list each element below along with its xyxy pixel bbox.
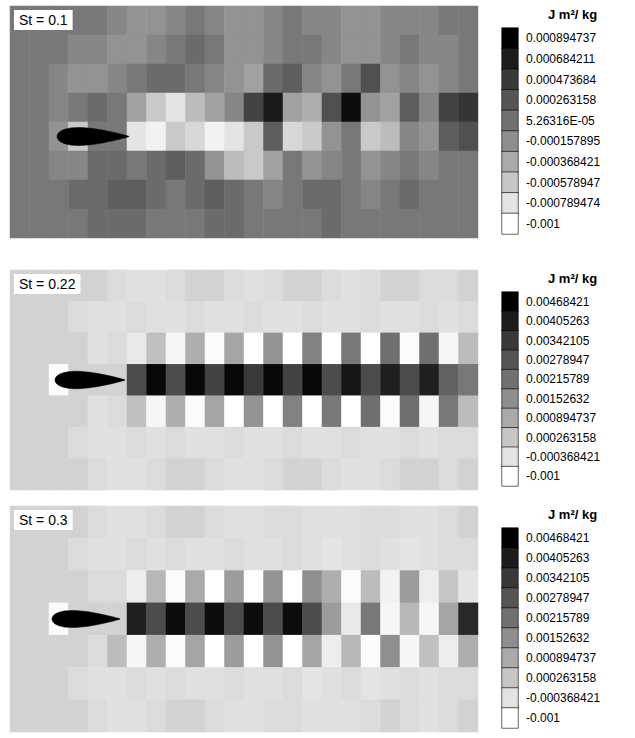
svg-text:0.000473684: 0.000473684 bbox=[526, 73, 596, 87]
svg-text:-0.001: -0.001 bbox=[526, 469, 560, 483]
svg-text:0.000894737: 0.000894737 bbox=[526, 31, 596, 45]
svg-text:0.00468421: 0.00468421 bbox=[526, 295, 590, 309]
svg-text:0.00278947: 0.00278947 bbox=[526, 591, 590, 605]
svg-text:0.00405263: 0.00405263 bbox=[526, 314, 590, 328]
svg-text:-0.000789474: -0.000789474 bbox=[526, 196, 600, 210]
svg-text:0.000263158: 0.000263158 bbox=[526, 93, 596, 107]
svg-text:St = 0.1: St = 0.1 bbox=[19, 12, 68, 28]
svg-text:-0.000368421: -0.000368421 bbox=[526, 450, 600, 464]
svg-text:0.00278947: 0.00278947 bbox=[526, 353, 590, 367]
svg-text:0.00468421: 0.00468421 bbox=[526, 531, 590, 545]
svg-text:-0.000368421: -0.000368421 bbox=[526, 155, 600, 169]
svg-text:0.000894737: 0.000894737 bbox=[526, 411, 596, 425]
svg-text:0.00152632: 0.00152632 bbox=[526, 631, 590, 645]
svg-text:0.00342105: 0.00342105 bbox=[526, 571, 590, 585]
svg-text:0.000263158: 0.000263158 bbox=[526, 671, 596, 685]
svg-text:0.00342105: 0.00342105 bbox=[526, 334, 590, 348]
svg-text:-0.000578947: -0.000578947 bbox=[526, 176, 600, 190]
svg-text:J m²/ kg: J m²/ kg bbox=[548, 7, 597, 22]
svg-text:0.00152632: 0.00152632 bbox=[526, 392, 590, 406]
svg-text:-0.001: -0.001 bbox=[526, 217, 560, 231]
svg-text:J m²/ kg: J m²/ kg bbox=[548, 271, 597, 286]
svg-text:0.000684211: 0.000684211 bbox=[526, 52, 596, 66]
svg-text:-0.000368421: -0.000368421 bbox=[526, 691, 600, 705]
svg-text:0.000894737: 0.000894737 bbox=[526, 651, 596, 665]
svg-text:5.26316E-05: 5.26316E-05 bbox=[526, 114, 595, 128]
svg-text:St = 0.3: St = 0.3 bbox=[19, 512, 68, 528]
svg-text:J m²/ kg: J m²/ kg bbox=[548, 507, 597, 522]
svg-text:St = 0.22: St = 0.22 bbox=[19, 276, 76, 292]
svg-text:0.000263158: 0.000263158 bbox=[526, 431, 596, 445]
svg-text:0.00405263: 0.00405263 bbox=[526, 551, 590, 565]
svg-text:0.00215789: 0.00215789 bbox=[526, 611, 590, 625]
svg-text:-0.001: -0.001 bbox=[526, 711, 560, 725]
svg-text:-0.000157895: -0.000157895 bbox=[526, 134, 600, 148]
svg-text:0.00215789: 0.00215789 bbox=[526, 372, 590, 386]
